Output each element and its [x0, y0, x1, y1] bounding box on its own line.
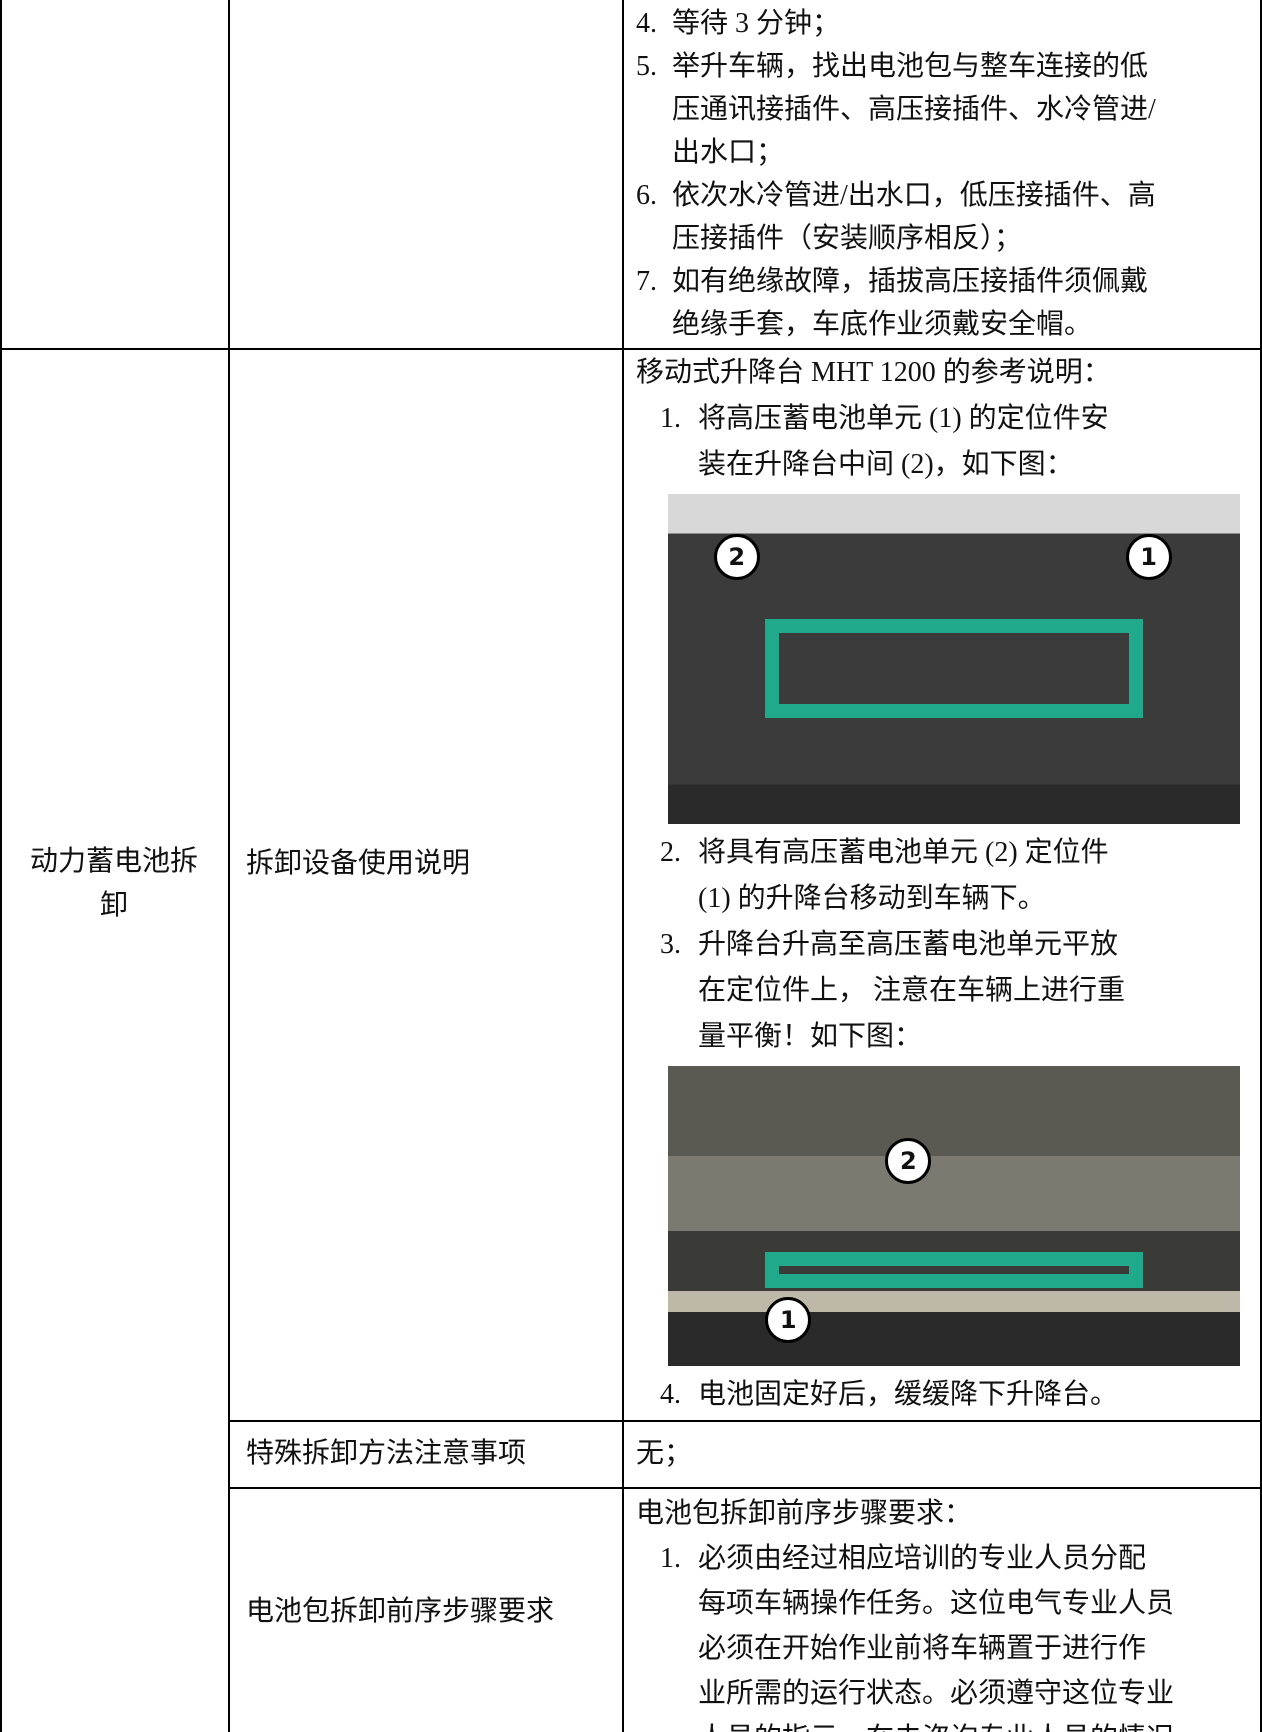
table-border	[1260, 0, 1262, 1732]
callout: 1	[1125, 533, 1172, 580]
step-number: 4.	[660, 1379, 681, 1410]
step-number: 3.	[660, 929, 681, 960]
step-number: 5.	[636, 51, 657, 82]
step-number: 2.	[660, 837, 681, 868]
intro: 电池包拆卸前序步骤要求：	[636, 1498, 973, 1529]
step-text: 业所需的运行状态。必须遵守这位专业	[698, 1678, 1175, 1709]
step-text: 压接插件（安装顺序相反）；	[672, 223, 1023, 254]
item-label: 电池包拆卸前序步骤要求	[246, 1596, 555, 1627]
step-text: 举升车辆，找出电池包与整车连接的低	[672, 51, 1149, 82]
step-text: 在定位件上， 注意在车辆上进行重	[698, 975, 1126, 1006]
table-border	[0, 348, 1260, 350]
step-text: 压通讯接插件、高压接插件、水冷管进/	[672, 94, 1156, 125]
table-border	[228, 0, 230, 1732]
table-border	[228, 1420, 1260, 1422]
step-text: 将具有高压蓄电池单元 (2) 定位件	[698, 837, 1109, 868]
callout: 2	[885, 1138, 932, 1184]
step-number: 7.	[636, 266, 657, 297]
item-label: 特殊拆卸方法注意事项	[246, 1438, 527, 1469]
step-text: 升降台升高至高压蓄电池单元平放	[698, 929, 1119, 960]
cell-text: 无；	[636, 1438, 693, 1469]
step-text: 如有绝缘故障，插拔高压接插件须佩戴	[672, 266, 1149, 297]
step-text: 量平衡！如下图：	[698, 1021, 923, 1052]
step-text: 绝缘手套，车底作业须戴安全帽。	[672, 309, 1093, 340]
step-number: 1.	[660, 1543, 681, 1574]
step-text: 必须在开始作业前将车辆置于进行作	[698, 1633, 1147, 1664]
intro: 移动式升降台 MHT 1200 的参考说明：	[636, 357, 1111, 388]
step-text: 将高压蓄电池单元 (1) 的定位件安	[698, 403, 1109, 434]
step-number: 6.	[636, 180, 657, 211]
figure-part	[765, 1252, 1143, 1288]
step-text: 必须由经过相应培训的专业人员分配	[698, 1543, 1147, 1574]
item-label: 拆卸设备使用说明	[246, 848, 471, 879]
table-border	[622, 0, 624, 1732]
step-number: 1.	[660, 403, 681, 434]
callout: 1	[765, 1297, 812, 1343]
callout: 2	[713, 533, 760, 580]
step-text: 每项车辆操作任务。这位电气专业人员	[698, 1588, 1175, 1619]
step-text: 等待 3 分钟；	[672, 8, 841, 39]
table-border	[0, 0, 2, 1732]
step-number: 4.	[636, 8, 657, 39]
group-label: 动力蓄电池拆	[29, 846, 198, 877]
step-text: (1) 的升降台移动到车辆下。	[698, 883, 1046, 914]
figure-part	[765, 619, 1143, 719]
table-border	[228, 1487, 1260, 1489]
step-text: 人员的指示。在未咨询专业人员的情况	[698, 1716, 1174, 1732]
group-label: 卸	[99, 890, 128, 921]
step-text: 装在升降台中间 (2)，如下图：	[698, 449, 1074, 480]
step-text: 出水口；	[672, 137, 785, 168]
step-text: 依次水冷管进/出水口，低压接插件、高	[672, 180, 1156, 211]
step-text: 电池固定好后，缓缓降下升降台。	[698, 1379, 1119, 1410]
